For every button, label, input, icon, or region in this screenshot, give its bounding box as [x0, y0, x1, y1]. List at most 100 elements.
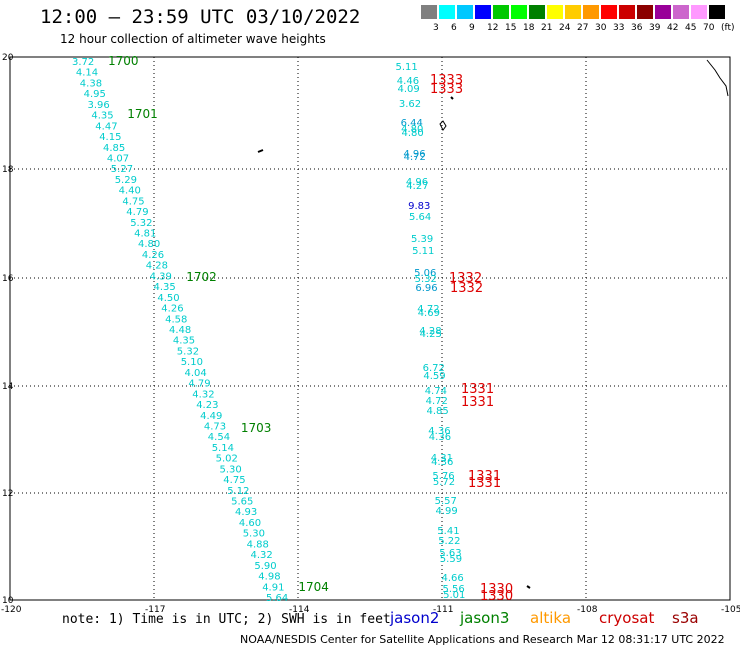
- cryosat-time-label: 1332: [450, 281, 483, 296]
- colorbar-label: 27: [577, 23, 589, 33]
- colorbar-swatch: [475, 5, 492, 19]
- jason3-wave-value: 4.26: [161, 304, 183, 315]
- colorbar-label: 45: [685, 23, 697, 33]
- colorbar-swatch: [493, 5, 510, 19]
- jason3-wave-value: 4.75: [223, 475, 245, 486]
- cryosat-wave-value: 6.96: [415, 283, 437, 294]
- jason3-wave-value: 4.32: [251, 550, 273, 561]
- jason3-wave-value: 4.38: [80, 78, 102, 89]
- lat-label: 16: [2, 274, 14, 284]
- jason3-wave-value: 4.79: [188, 379, 210, 390]
- colorbar-swatch: [439, 5, 456, 19]
- jason3-wave-value: 4.48: [169, 325, 191, 336]
- island-outline: [526, 585, 531, 589]
- colorbar-label: 70: [703, 23, 715, 33]
- colorbar-swatch: [529, 5, 546, 19]
- cryosat-wave-value: 5.76: [432, 471, 454, 482]
- colorbar-swatch: [691, 5, 708, 19]
- jason3-time-label: 1700: [108, 54, 139, 68]
- jason3-wave-value: 5.10: [181, 357, 203, 368]
- colorbar-swatch: [709, 5, 726, 19]
- jason3-wave-value: 4.60: [239, 518, 261, 529]
- jason3-wave-value: 4.54: [208, 432, 230, 443]
- jason3-wave-value: 5.64: [266, 593, 288, 604]
- cryosat-wave-value: 4.72: [404, 152, 426, 163]
- cryosat-wave-value: 4.96: [403, 149, 425, 160]
- footer-note: note: 1) Time is in UTC; 2) SWH is in fe…: [62, 612, 391, 627]
- jason3-wave-value: 4.35: [154, 282, 176, 293]
- colorbar-label: (ft): [721, 23, 735, 33]
- jason3-wave-value: 5.27: [111, 164, 133, 175]
- lat-label: 10: [2, 596, 14, 606]
- cryosat-time-label: 1330: [480, 589, 513, 604]
- colorbar-label: 6: [451, 23, 457, 33]
- jason3-wave-value: 4.58: [165, 314, 187, 325]
- jason3-wave-value: 5.02: [216, 454, 238, 465]
- lat-label: 14: [2, 382, 14, 392]
- cryosat-wave-value: 4.46: [397, 76, 419, 87]
- colorbar-label: 30: [595, 23, 607, 33]
- cryosat-wave-value: 4.28: [419, 326, 441, 337]
- cryosat-wave-value: 4.09: [398, 84, 420, 95]
- cryosat-wave-value: 5.41: [437, 526, 459, 537]
- jason3-wave-value: 4.73: [204, 422, 226, 433]
- colorbar-swatch: [547, 5, 564, 19]
- cryosat-wave-value: 4.59: [423, 371, 445, 382]
- cryosat-wave-value: 4.72: [417, 304, 439, 315]
- jason3-wave-value: 4.79: [126, 207, 148, 218]
- lat-label: 18: [2, 165, 14, 175]
- jason3-wave-value: 4.04: [185, 368, 207, 379]
- colorbar-label: 18: [523, 23, 535, 33]
- satellite-jason3-label: jason3: [460, 609, 510, 627]
- jason3-wave-value: 4.95: [84, 89, 106, 100]
- jason3-wave-value: 4.88: [247, 539, 269, 550]
- jason3-wave-value: 4.75: [122, 196, 144, 207]
- cryosat-wave-value: 4.36: [431, 457, 453, 468]
- cryosat-time-label: 1331: [468, 469, 501, 484]
- jason3-wave-value: 4.23: [196, 400, 218, 411]
- island-outline: [450, 96, 454, 100]
- jason3-wave-value: 4.07: [107, 154, 129, 165]
- jason3-wave-value: 4.85: [103, 143, 125, 154]
- lon-label: -120: [1, 605, 22, 615]
- lon-label: -114: [289, 605, 310, 615]
- cryosat-wave-value: 9.83: [408, 201, 430, 212]
- jason3-wave-value: 4.81: [134, 229, 156, 240]
- jason3-wave-value: 4.49: [200, 411, 222, 422]
- jason3-wave-value: 4.98: [258, 572, 280, 583]
- jason3-wave-value: 5.32: [177, 346, 199, 357]
- colorbar-swatch: [565, 5, 582, 19]
- colorbar-label: 36: [631, 23, 643, 33]
- cryosat-wave-value: 4.80: [401, 124, 423, 135]
- cryosat-wave-value: 6.44: [401, 118, 423, 129]
- satellite-cryosat-label: cryosat: [599, 609, 655, 627]
- cryosat-wave-value: 5.57: [435, 496, 457, 507]
- jason3-wave-value: 5.90: [254, 561, 276, 572]
- jason3-wave-value: 4.47: [95, 121, 117, 132]
- jason3-time-label: 1702: [186, 270, 217, 284]
- lat-label: 20: [2, 53, 14, 63]
- colorbar-swatch: [457, 5, 474, 19]
- cryosat-wave-value: 4.99: [436, 506, 458, 517]
- cryosat-wave-value: 4.31: [431, 453, 453, 464]
- cryosat-wave-value: 4.25: [420, 329, 442, 340]
- cryosat-time-label: 1330: [480, 582, 513, 597]
- credit-line: NOAA/NESDIS Center for Satellite Applica…: [240, 633, 725, 646]
- cryosat-wave-value: 6.72: [423, 363, 445, 374]
- colorbar-label: 15: [505, 23, 517, 33]
- satellite-s3a-label: s3a: [672, 609, 699, 627]
- colorbar-label: 39: [649, 23, 661, 33]
- cryosat-wave-value: 5.11: [396, 62, 418, 73]
- colorbar-label: 24: [559, 23, 571, 33]
- jason3-time-label: 1704: [298, 580, 329, 594]
- colorbar-label: 3: [433, 23, 439, 33]
- cryosat-wave-value: 4.27: [406, 181, 428, 192]
- cryosat-wave-value: 4.72: [426, 396, 448, 407]
- jason3-wave-value: 5.32: [130, 218, 152, 229]
- cryosat-time-label: 1333: [430, 82, 463, 97]
- jason3-time-label: 1701: [127, 107, 158, 121]
- jason3-wave-value: 4.91: [262, 582, 284, 593]
- colorbar-swatch: [601, 5, 618, 19]
- lon-label: -117: [145, 605, 165, 615]
